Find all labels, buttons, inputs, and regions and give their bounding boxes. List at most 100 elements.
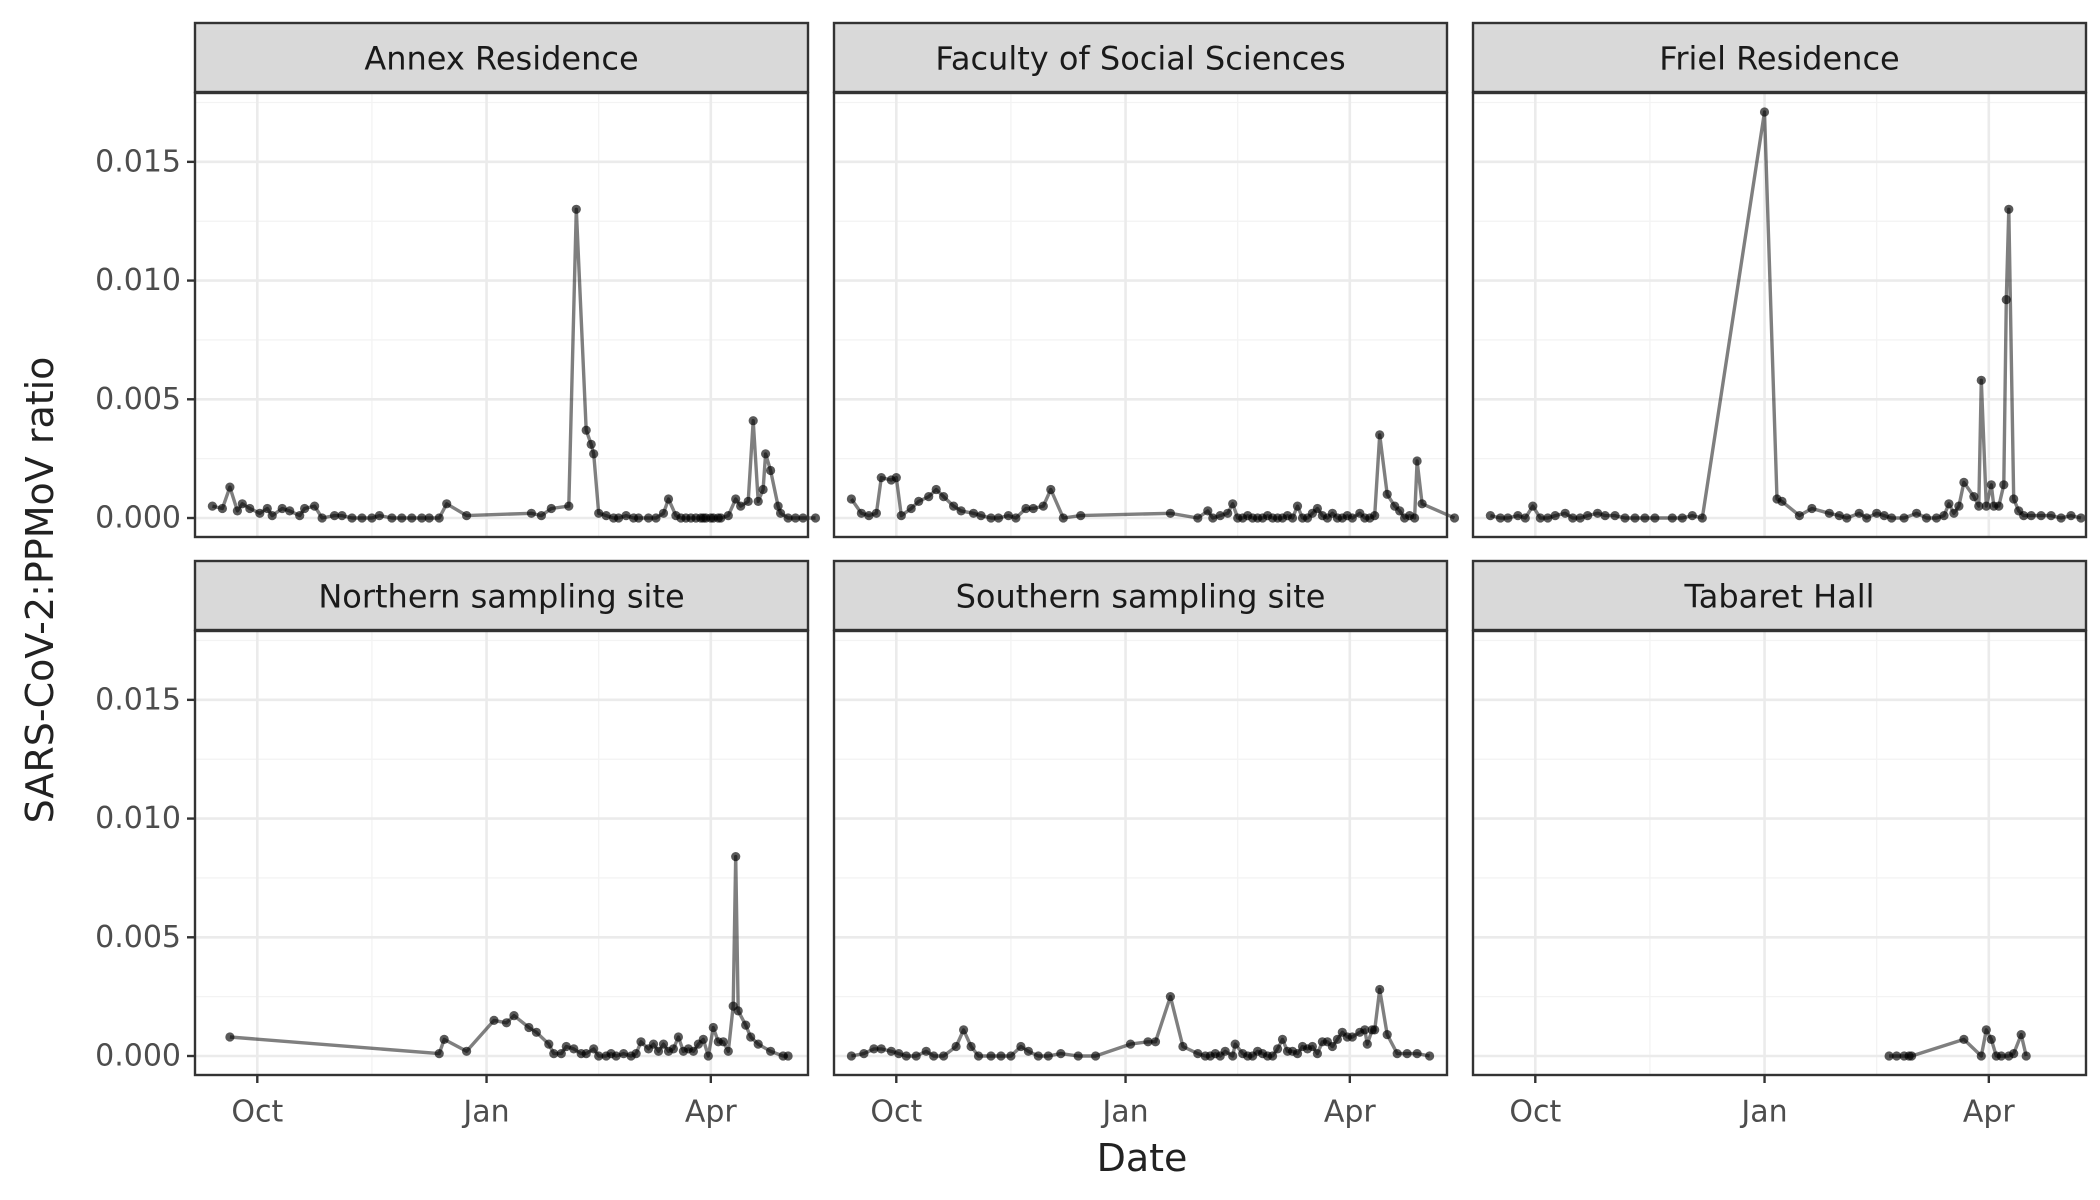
data-point [207,501,217,511]
data-point [564,501,574,511]
data-point [634,513,644,523]
data-point [1879,510,1889,521]
data-point [901,1051,911,1061]
data-point [1412,456,1422,466]
facet-panel: Northern sampling site 0.015 0.010 0.005 0.0… [95,559,810,1130]
data-point [703,1051,713,1061]
data-point [648,1039,659,1049]
data-point [1347,513,1357,523]
data-point [1974,501,1984,511]
data-point [966,1041,976,1052]
data-point [959,1025,969,1035]
data-point [2056,513,2066,523]
data-point [295,510,305,521]
data-point [589,1044,599,1054]
data-point [1076,510,1086,521]
panel-border [832,629,1449,1077]
data-point [1503,513,1513,523]
data-point [1834,510,1844,521]
data-point [1583,510,1593,521]
data-point [1215,510,1225,521]
data-point [766,1046,776,1056]
data-point [736,501,746,511]
data-point [1312,1049,1322,1059]
data-point [2046,510,2056,521]
data-point [1986,480,1996,490]
data-point [643,513,654,523]
data-point [1312,503,1322,514]
data-point [876,473,886,483]
data-point [1528,501,1538,511]
data-point [673,1032,684,1042]
data-point [1011,513,1021,523]
data-point [245,503,255,514]
data-point [1854,508,1864,518]
facet-panel: Annex Residence 0.015 0.010 0.005 0.000 [95,21,821,539]
data-point [708,1022,718,1033]
data-point [723,1046,733,1056]
data-point [636,1037,646,1047]
data-point [631,1049,641,1059]
data-point [743,496,753,506]
data-point [1292,501,1303,511]
data-point [886,1046,896,1056]
data-point [1417,499,1427,509]
data-point [914,496,924,506]
data-point [1862,513,1872,523]
y-tick-label: 0.010 [95,801,181,836]
data-point [367,513,377,523]
data-point [761,449,771,459]
data-point [1003,510,1014,521]
data-point [462,1046,472,1056]
data-point [716,513,726,523]
data-point [621,510,631,521]
data-point [1687,510,1697,521]
data-point [869,1044,879,1054]
data-point [1091,1051,1101,1061]
data-point [924,492,934,502]
data-point [976,510,986,521]
data-point [1986,1034,1996,1044]
data-point [1697,513,1707,523]
facet-title: Northern sampling site [318,578,684,616]
data-point [996,1051,1006,1061]
data-point [986,513,996,523]
data-point [571,204,581,214]
data-point [891,473,901,483]
data-point [619,1049,629,1059]
data-point [773,501,783,511]
x-tick-label: Jan [1739,1095,1787,1130]
data-point [1520,513,1530,523]
data-point [217,503,227,514]
data-point [718,1037,728,1047]
data-point [1402,1049,1412,1059]
data-point [949,501,959,511]
data-point [1043,1051,1053,1061]
panel-background [195,631,808,1075]
data-point [1842,513,1852,523]
data-point [561,1041,571,1052]
data-point [1535,513,1545,523]
data-point [1392,1049,1402,1059]
data-point [526,508,537,518]
y-tick-label: 0.015 [95,682,181,717]
data-point [1370,510,1380,521]
data-point [1981,1025,1991,1035]
data-point [1193,1049,1203,1059]
data-point [347,513,357,523]
facet-title: Tabaret Hall [1683,578,1874,616]
data-point [1332,1034,1342,1044]
data-point [489,1015,499,1025]
data-point [1807,503,1817,514]
data-point [1058,513,1068,523]
y-axis-title: SARS-CoV-2:PPMoV ratio [18,357,62,824]
panel-border [1471,91,2088,539]
panel-background [1473,631,2086,1075]
data-point [1931,513,1942,523]
data-point [1038,501,1048,511]
y-tick-label: 0.005 [95,920,181,955]
data-point [1273,1044,1283,1054]
data-point [1550,510,1560,521]
x-tick-label: Jan [1100,1095,1148,1130]
data-point [2019,510,2029,521]
